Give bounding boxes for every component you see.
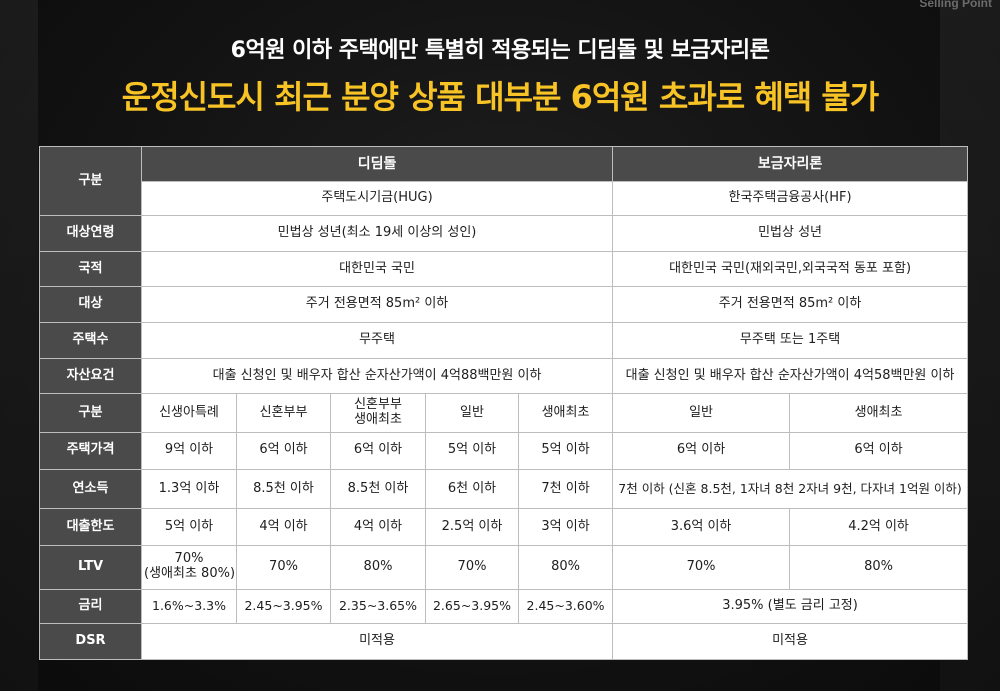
bogeum-houses: 무주택 또는 1주택 — [612, 322, 969, 359]
table-row: 구분 신생아특례 신혼부부 신혼부부 생애최초 일반 생애최초 일반 생애최초 — [39, 393, 969, 433]
didimdol-target: 주거 전용면적 85m² 이하 — [140, 286, 614, 324]
row-label-houses: 주택수 — [39, 322, 142, 359]
background-building-left — [0, 0, 38, 691]
table-cell: 2.35~3.65% — [330, 588, 426, 625]
row-label-rate: 금리 — [39, 588, 142, 625]
bogeum-rate: 3.95% (별도 금리 고정) — [612, 588, 969, 625]
table-row: 국적 대한민국 국민 대한민국 국민(재외국민,외국국적 동포 포함) — [39, 250, 969, 288]
didimdol-nationality: 대한민국 국민 — [140, 250, 614, 288]
row-label-target: 대상 — [39, 286, 142, 324]
table-cell: 4.2억 이하 — [789, 508, 969, 546]
table-cell: 80% — [330, 544, 426, 590]
table-cell: 5억 이하 — [517, 431, 614, 470]
table-cell: 9억 이하 — [141, 431, 237, 470]
table-cell: 70% — [612, 544, 791, 590]
bogeum-agency: 한국주택금융공사(HF) — [612, 180, 969, 217]
bogeum-dsr: 미적용 — [612, 623, 969, 660]
table-row: 대상연령 민법상 성년(최소 19세 이상의 성인) 민법상 성년 — [39, 215, 969, 252]
row-label-subcategory: 구분 — [39, 393, 142, 433]
table-cell: 70% — [425, 544, 519, 590]
table-cell: 2.5억 이하 — [425, 508, 519, 546]
row-label-category: 구분 — [39, 145, 142, 217]
ltv-newborn: 70% (생애최초 80%) — [141, 544, 237, 590]
sub-header-newlywed-firsttime-line1: 신혼부부 — [354, 397, 402, 413]
sub-header-newlywed-firsttime-line2: 생애최초 — [354, 412, 402, 428]
table-row: 주택가격 9억 이하 6억 이하 6억 이하 5억 이하 5억 이하 6억 이하… — [39, 431, 969, 470]
ltv-newborn-line2: (생애최초 80%) — [144, 566, 236, 582]
table-row: LTV 70% (생애최초 80%) 70% 80% 70% 80% 70% 8… — [39, 544, 969, 590]
sub-header-newborn: 신생아특례 — [141, 393, 237, 433]
table-row: 구분 디딤돌 보금자리론 — [39, 145, 969, 217]
row-label-nationality: 국적 — [39, 250, 142, 288]
table-cell: 6억 이하 — [789, 431, 969, 470]
table-cell: 1.3억 이하 — [141, 468, 237, 510]
sub-header-firsttime: 생애최초 — [517, 393, 614, 433]
row-label-ltv: LTV — [39, 544, 142, 590]
table-cell: 7천 이하 — [517, 468, 614, 510]
row-label-dsr: DSR — [39, 623, 142, 660]
didimdol-header: 디딤돌 — [140, 146, 614, 182]
bogeum-target: 주거 전용면적 85m² 이하 — [612, 286, 969, 324]
table-cell: 4억 이하 — [236, 508, 331, 546]
table-row: DSR 미적용 미적용 — [39, 623, 969, 660]
table-cell: 5억 이하 — [425, 431, 519, 470]
table-cell: 6억 이하 — [612, 431, 791, 470]
sub-header-bogeum-firsttime: 생애최초 — [789, 393, 969, 433]
table-row: 자산요건 대출 신청인 및 배우자 합산 순자산가액이 4억88백만원 이하 대… — [39, 357, 969, 395]
row-label-assets: 자산요건 — [39, 357, 142, 395]
table-cell: 3억 이하 — [517, 508, 614, 546]
table-cell: 3.6억 이하 — [612, 508, 791, 546]
didimdol-age: 민법상 성년(최소 19세 이상의 성인) — [140, 215, 614, 252]
sub-header-newlywed-firsttime: 신혼부부 생애최초 — [330, 393, 426, 433]
table-cell: 70% — [236, 544, 331, 590]
table-cell: 80% — [517, 544, 614, 590]
brand-logo: Selling Point — [919, 0, 992, 10]
table-row: 주택수 무주택 무주택 또는 1주택 — [39, 322, 969, 359]
table-row: 주택도시기금(HUG) 한국주택금융공사(HF) — [40, 180, 969, 217]
table-row: 금리 1.6%~3.3% 2.45~3.95% 2.35~3.65% 2.65~… — [39, 588, 969, 625]
row-label-income: 연소득 — [39, 468, 142, 510]
didimdol-dsr: 미적용 — [140, 623, 614, 660]
row-label-age: 대상연령 — [39, 215, 142, 252]
didimdol-houses: 무주택 — [140, 322, 614, 359]
ltv-newborn-line1: 70% — [174, 551, 204, 567]
subtitle: 6억원 이하 주택에만 특별히 적용되는 디딤돌 및 보금자리론 — [230, 38, 770, 63]
table-cell: 80% — [789, 544, 969, 590]
loan-comparison-table: 구분 디딤돌 보금자리론 주택도시기금(HUG) 한국주택금융공사(HF) 대상… — [39, 145, 969, 660]
bogeum-age: 민법상 성년 — [612, 215, 969, 252]
sub-header-general: 일반 — [425, 393, 519, 433]
didimdol-agency: 주택도시기금(HUG) — [140, 180, 614, 217]
didimdol-assets: 대출 신청인 및 배우자 합산 순자산가액이 4억88백만원 이하 — [140, 357, 614, 395]
bogeum-header: 보금자리론 — [612, 146, 969, 182]
table-cell: 2.45~3.95% — [236, 588, 331, 625]
row-label-loan-limit: 대출한도 — [39, 508, 142, 546]
sub-header-bogeum-general: 일반 — [612, 393, 791, 433]
row-label-price: 주택가격 — [39, 431, 142, 470]
table-row: 연소득 1.3억 이하 8.5천 이하 8.5천 이하 6천 이하 7천 이하 … — [39, 468, 969, 510]
table-row: 대출한도 5억 이하 4억 이하 4억 이하 2.5억 이하 3억 이하 3.6… — [39, 508, 969, 546]
table-cell: 6천 이하 — [425, 468, 519, 510]
table-cell: 4억 이하 — [330, 508, 426, 546]
table-cell: 2.65~3.95% — [425, 588, 519, 625]
headline: 운정신도시 최근 분양 상품 대부분 6억원 초과로 혜택 불가 — [121, 78, 880, 116]
bogeum-assets: 대출 신청인 및 배우자 합산 순자산가액이 4억58백만원 이하 — [612, 357, 969, 395]
table-cell: 8.5천 이하 — [330, 468, 426, 510]
bogeum-nationality: 대한민국 국민(재외국민,외국국적 동포 포함) — [612, 250, 969, 288]
table-cell: 1.6%~3.3% — [141, 588, 237, 625]
table-cell: 8.5천 이하 — [236, 468, 331, 510]
table-row: 대상 주거 전용면적 85m² 이하 주거 전용면적 85m² 이하 — [39, 286, 969, 324]
table-cell: 6억 이하 — [330, 431, 426, 470]
table-cell: 6억 이하 — [236, 431, 331, 470]
table-cell: 2.45~3.60% — [517, 588, 614, 625]
table-cell: 5억 이하 — [141, 508, 237, 546]
bogeum-income: 7천 이하 (신혼 8.5천, 1자녀 8천 2자녀 9천, 다자녀 1억원 이… — [612, 468, 969, 510]
sub-header-newlywed: 신혼부부 — [236, 393, 331, 433]
